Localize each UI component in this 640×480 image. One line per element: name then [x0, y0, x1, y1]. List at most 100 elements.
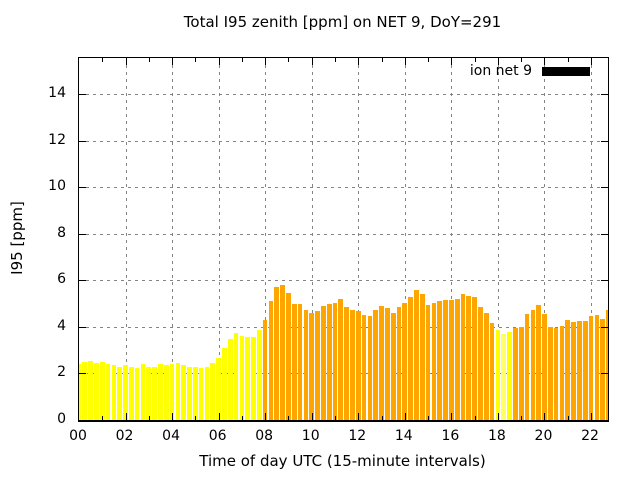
x-tick-label: 18: [487, 428, 506, 444]
y-tick-mark: [601, 280, 608, 282]
x-tick-label: 04: [162, 428, 180, 444]
x-tick-mark: [358, 58, 360, 65]
bar: [79, 364, 82, 420]
bar: [379, 306, 384, 420]
bar: [425, 304, 431, 420]
bar: [350, 309, 355, 420]
x-tick-mark: [451, 413, 453, 420]
bar: [140, 364, 146, 420]
bar: [466, 295, 472, 420]
y-tick-mark: [601, 326, 608, 328]
y-tick-mark: [79, 280, 86, 282]
bar: [478, 307, 483, 420]
bar: [361, 315, 367, 420]
bar: [239, 336, 245, 420]
x-tick-mark: [335, 416, 336, 420]
bar: [460, 294, 466, 420]
y-grid-line: [79, 233, 608, 235]
y-tick-mark: [79, 233, 86, 235]
bar: [606, 309, 608, 420]
bar: [321, 306, 326, 420]
bar: [472, 296, 477, 420]
bar: [344, 307, 349, 420]
y-tick-mark: [601, 233, 608, 235]
bar: [489, 323, 495, 420]
y-grid-line: [79, 326, 608, 328]
y-tick-label: 6: [57, 271, 66, 288]
bar: [501, 333, 507, 420]
bar: [408, 296, 413, 420]
x-tick-mark: [288, 58, 290, 62]
x-tick-mark: [172, 58, 174, 65]
x-tick-mark: [474, 58, 476, 62]
x-tick-label: 14: [394, 428, 413, 444]
bar: [297, 303, 303, 420]
bar: [338, 299, 344, 420]
bar: [577, 321, 582, 420]
legend-label: ion net 9: [469, 63, 532, 79]
x-tick-label: 06: [208, 428, 227, 444]
x-grid-line: [311, 58, 313, 420]
bar: [274, 287, 280, 420]
bar: [262, 319, 268, 420]
bar: [373, 309, 379, 420]
x-tick-mark: [381, 416, 383, 420]
bar: [233, 332, 239, 420]
legend-swatch: [542, 66, 590, 76]
y-tick-label: 2: [57, 364, 66, 381]
bar: [309, 312, 315, 420]
y-tick-mark: [601, 373, 608, 375]
bar: [99, 361, 105, 420]
x-tick-mark: [265, 413, 267, 420]
x-tick-mark: [148, 416, 150, 420]
x-tick-mark: [591, 413, 592, 420]
bar: [507, 331, 512, 420]
bar: [530, 309, 536, 420]
bar: [198, 367, 204, 420]
bar: [175, 363, 181, 420]
x-tick-mark: [358, 413, 360, 420]
bar: [245, 337, 251, 420]
x-tick-mark: [102, 416, 104, 420]
x-grid-line: [265, 58, 267, 420]
y-tick-mark: [79, 373, 86, 375]
bar: [588, 316, 594, 420]
bar: [94, 363, 99, 420]
x-tick-mark: [404, 413, 406, 420]
y-grid-line: [79, 187, 608, 189]
y-grid-line: [79, 94, 608, 96]
y-tick-label: 12: [48, 131, 66, 148]
bar: [123, 365, 128, 420]
y-tick-mark: [601, 187, 608, 189]
x-tick-mark: [521, 58, 523, 62]
bar: [222, 347, 227, 420]
y-tick-mark: [79, 94, 86, 96]
x-grid-line: [125, 58, 127, 420]
x-tick-mark: [125, 58, 127, 65]
x-tick-mark: [125, 413, 127, 420]
x-tick-mark: [404, 58, 406, 65]
bar: [483, 312, 489, 420]
bar: [134, 367, 140, 420]
bar: [524, 314, 530, 420]
bar: [169, 364, 175, 420]
x-tick-mark: [381, 58, 383, 62]
x-tick-label: 02: [115, 428, 134, 444]
x-grid-line: [404, 58, 406, 420]
x-tick-label: 10: [301, 428, 320, 444]
bar: [559, 325, 565, 420]
y-tick-label: 10: [48, 178, 66, 195]
bar: [152, 366, 157, 420]
bar: [414, 289, 419, 420]
x-tick-mark: [265, 58, 267, 65]
bar: [385, 308, 390, 420]
bar: [542, 314, 547, 420]
x-grid-line: [218, 58, 220, 420]
plot-area: ion net 9: [78, 57, 609, 422]
x-tick-mark: [521, 416, 523, 420]
bar: [210, 363, 216, 420]
x-tick-mark: [288, 416, 290, 420]
bar: [82, 361, 88, 420]
x-tick-mark: [567, 416, 569, 420]
y-tick-label: 14: [48, 85, 66, 102]
